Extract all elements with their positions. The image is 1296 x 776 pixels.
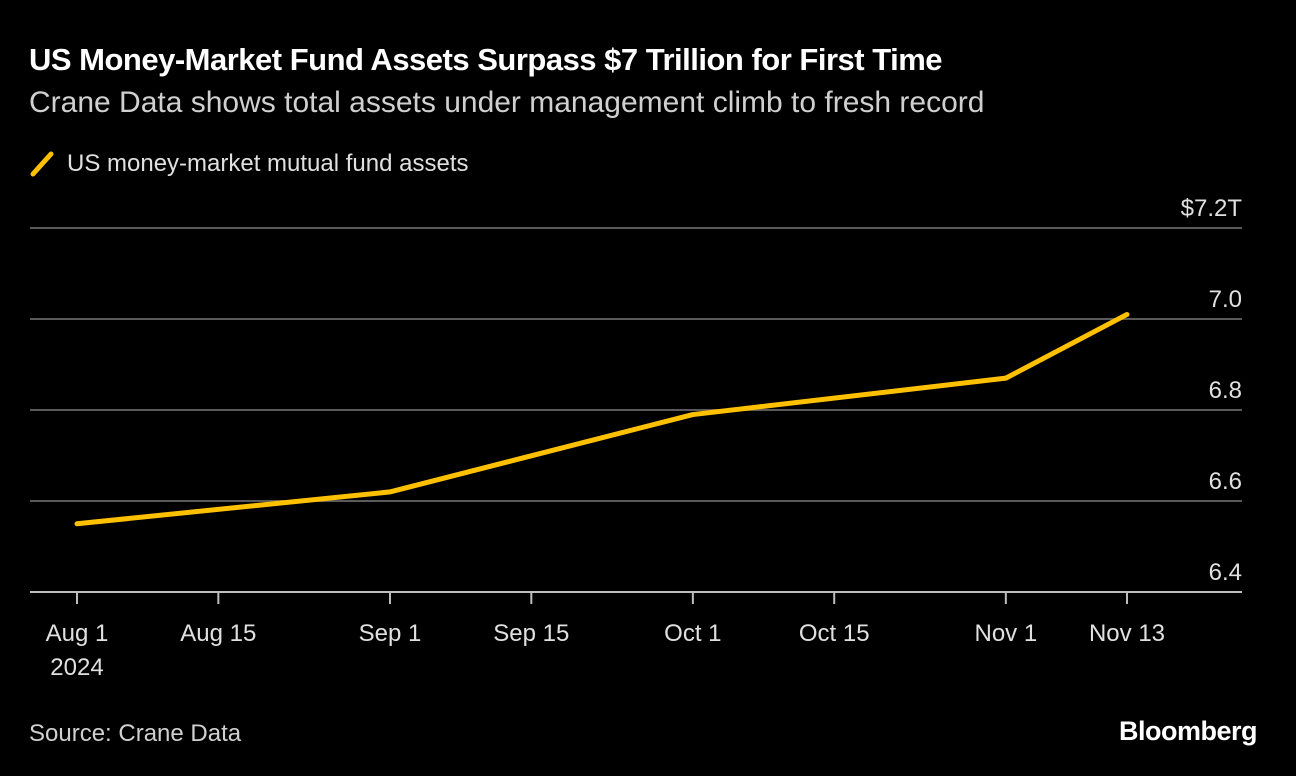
source-note: Source: Crane Data [29,720,242,747]
y-tick-label: $7.2T [1181,195,1243,222]
bloomberg-logo: Bloomberg [1118,716,1258,746]
chart-title: US Money-Market Fund Assets Surpass $7 T… [29,42,943,77]
legend: US money-market mutual fund assets [29,150,469,178]
y-tick-label: 6.4 [1209,559,1242,586]
x-tick-label: Aug 1 [46,620,109,647]
y-tick-label: 6.8 [1209,377,1242,404]
x-tick-sublabel: 2024 [50,654,103,681]
y-tick-label: 7.0 [1209,286,1242,313]
x-tick-label: Oct 15 [799,620,870,647]
x-tick-label: Sep 1 [359,620,422,647]
legend-label: US money-market mutual fund assets [67,150,469,177]
x-tick-label: Sep 15 [493,620,569,647]
x-tick-label: Oct 1 [664,620,721,647]
x-tick-label: Nov 13 [1089,620,1165,647]
y-tick-label: 6.6 [1209,468,1242,495]
legend-swatch-icon [30,151,54,177]
chart-subtitle: Crane Data shows total assets under mana… [29,86,985,119]
series-line [74,311,1130,527]
x-tick-label: Aug 15 [180,620,256,647]
x-tick-label: Nov 1 [974,620,1037,647]
